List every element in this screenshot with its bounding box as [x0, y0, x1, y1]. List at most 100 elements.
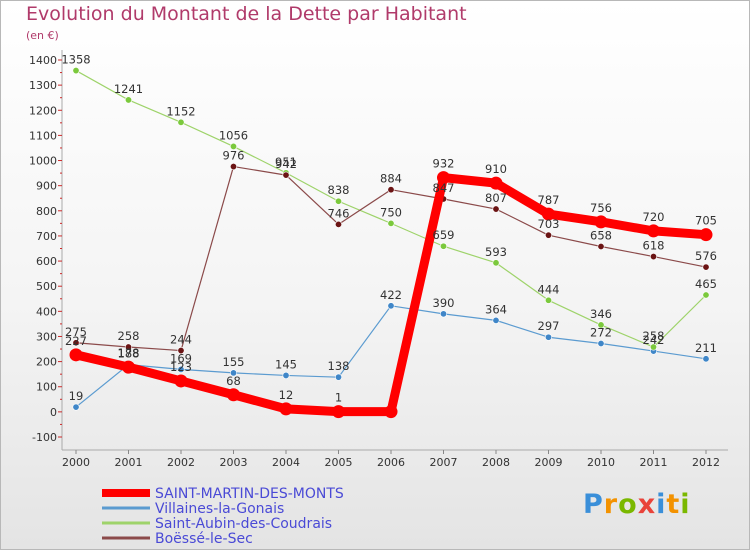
- data-point: [594, 215, 608, 229]
- y-tick-label: 300: [36, 330, 57, 343]
- logo-letter: x: [637, 489, 657, 520]
- x-tick-label: 2007: [430, 456, 458, 469]
- proxiti-logo: Proxiti: [583, 489, 691, 520]
- data-point: [72, 403, 80, 411]
- data-label: 422: [380, 288, 402, 302]
- data-label: 807: [485, 191, 507, 205]
- data-label: 244: [170, 333, 192, 347]
- data-label: 942: [275, 157, 297, 171]
- data-point: [230, 142, 238, 150]
- data-label: 1056: [219, 128, 248, 142]
- data-point: [597, 242, 605, 250]
- data-label: 703: [538, 217, 560, 231]
- data-label: 1: [335, 391, 342, 405]
- data-label: 12: [279, 388, 294, 402]
- data-point: [282, 171, 290, 179]
- y-tick-label: 800: [36, 205, 57, 218]
- y-tick-label: 0: [50, 406, 57, 419]
- data-point: [69, 348, 83, 362]
- series-saint-aubin-des-coudrais: [72, 67, 710, 351]
- data-point: [72, 67, 80, 75]
- data-point: [334, 197, 342, 205]
- legend-label: Saint-Aubin-des-Coudrais: [155, 516, 332, 532]
- data-point: [492, 205, 500, 213]
- data-point: [334, 220, 342, 228]
- data-label: 346: [590, 307, 612, 321]
- data-point: [544, 296, 552, 304]
- data-point: [125, 343, 133, 351]
- data-label: 932: [433, 157, 455, 171]
- data-label: 951: [275, 155, 297, 169]
- data-point: [332, 405, 345, 419]
- data-label: 364: [485, 302, 507, 316]
- y-tick-label: 1400: [29, 54, 57, 67]
- data-point: [384, 405, 398, 419]
- data-point: [125, 96, 133, 104]
- x-tick-label: 2012: [692, 456, 720, 469]
- data-point: [282, 371, 290, 379]
- data-label: 465: [695, 277, 717, 291]
- x-tick-label: 2002: [167, 456, 195, 469]
- data-label: 1152: [166, 104, 195, 118]
- logo-letter: t: [666, 489, 681, 520]
- data-point: [544, 333, 552, 341]
- data-point: [334, 373, 342, 381]
- y-tick-label: 100: [36, 381, 57, 394]
- data-label: 593: [485, 245, 507, 259]
- y-tick-label: 700: [36, 230, 57, 243]
- series-line: [75, 165, 707, 352]
- x-tick-label: 2008: [482, 456, 510, 469]
- data-point: [699, 228, 713, 242]
- data-point: [122, 360, 135, 374]
- data-label: 746: [328, 206, 350, 220]
- data-label: 138: [328, 359, 350, 373]
- x-tick-label: 2001: [115, 456, 143, 469]
- data-label: 169: [170, 351, 192, 365]
- data-point: [387, 302, 395, 310]
- data-point: [439, 310, 447, 318]
- y-tick-label: 900: [36, 180, 57, 193]
- data-point: [279, 402, 293, 416]
- logo-letter: P: [583, 489, 604, 520]
- x-tick-label: 2005: [325, 456, 353, 469]
- data-label: 750: [380, 205, 402, 219]
- data-point: [702, 263, 710, 271]
- data-label: 242: [643, 333, 665, 347]
- data-point: [489, 176, 503, 190]
- series-bo-ss-le-sec: [72, 163, 710, 355]
- y-tick-label: 600: [36, 255, 57, 268]
- data-label: 658: [590, 228, 612, 242]
- data-label: 211: [695, 341, 717, 355]
- data-point: [177, 118, 185, 126]
- data-point: [544, 231, 552, 239]
- logo-letter: r: [603, 489, 619, 520]
- data-point: [702, 355, 710, 363]
- data-point: [542, 207, 555, 221]
- logo-letter: i: [680, 489, 691, 520]
- data-point: [387, 219, 395, 227]
- data-point: [597, 321, 605, 329]
- data-label: 787: [538, 193, 560, 207]
- x-tick-label: 2000: [62, 456, 90, 469]
- data-label: 19: [69, 389, 84, 403]
- data-point: [230, 163, 238, 171]
- data-label: 297: [538, 319, 560, 333]
- data-point: [72, 339, 80, 347]
- data-label: 178: [118, 346, 140, 360]
- data-label: 756: [590, 201, 612, 215]
- x-tick-label: 2003: [220, 456, 248, 469]
- legend-label: Boëssé-le-Sec: [155, 531, 253, 547]
- y-tick-label: -100: [32, 431, 57, 444]
- data-point: [702, 291, 710, 299]
- data-label: 576: [695, 249, 717, 263]
- data-point: [649, 343, 657, 351]
- data-label: 705: [695, 214, 717, 228]
- y-tick-label: 400: [36, 305, 57, 318]
- data-label: 145: [275, 357, 297, 371]
- y-tick-label: 1100: [29, 129, 57, 142]
- data-label: 659: [433, 228, 455, 242]
- data-point: [177, 347, 185, 355]
- data-point: [177, 365, 185, 373]
